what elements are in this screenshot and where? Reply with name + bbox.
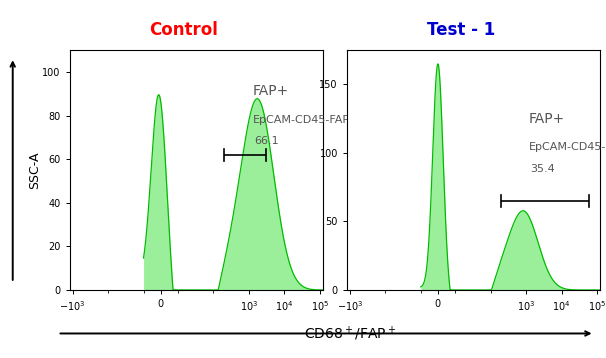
Text: FAP+: FAP+ [529, 111, 565, 126]
Text: 66.1: 66.1 [255, 136, 279, 146]
Text: EpCAM-CD45-FAP+: EpCAM-CD45-FAP+ [253, 115, 359, 125]
Text: Test - 1: Test - 1 [427, 21, 495, 39]
Text: FAP+: FAP+ [253, 84, 289, 98]
Text: 35.4: 35.4 [530, 164, 555, 174]
Text: SSC-A: SSC-A [28, 151, 41, 189]
Text: CD68$^+$/FAP$^+$: CD68$^+$/FAP$^+$ [304, 324, 396, 343]
Text: Control: Control [149, 21, 218, 39]
Text: EpCAM-CD45-FAP+: EpCAM-CD45-FAP+ [529, 142, 606, 152]
